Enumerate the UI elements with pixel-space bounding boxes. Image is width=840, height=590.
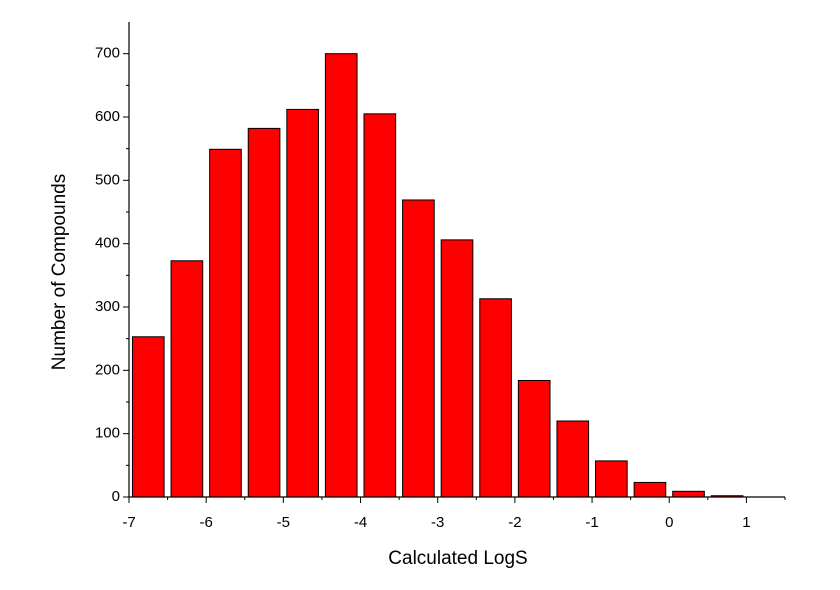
x-tick-label: -6 (200, 514, 213, 531)
y-tick-label: 300 (95, 298, 120, 315)
x-tick-label: -7 (122, 514, 135, 531)
bar (402, 199, 435, 498)
y-axis-label: Number of Compounds (49, 174, 70, 370)
x-tick-label: 1 (742, 514, 750, 531)
bar (440, 239, 474, 498)
bar (324, 53, 358, 498)
bar (595, 460, 628, 498)
bar (131, 336, 165, 498)
x-axis-label: Calculated LogS (388, 548, 527, 569)
y-tick-label: 700 (95, 45, 120, 62)
y-tick-label: 100 (95, 425, 120, 442)
y-tick-label: 600 (95, 108, 120, 125)
x-tick-label: -5 (277, 514, 290, 531)
bar (672, 490, 705, 498)
bar (286, 108, 319, 498)
bar (363, 113, 397, 498)
x-tick-label: -3 (431, 514, 444, 531)
y-tick-label: 500 (95, 171, 120, 188)
bar (517, 379, 551, 498)
bar (556, 420, 590, 498)
y-tick-label: 400 (95, 235, 120, 252)
bar (209, 148, 242, 498)
x-tick-label: -4 (354, 514, 367, 531)
x-tick-label: -2 (508, 514, 521, 531)
x-tick-label: 0 (665, 514, 673, 531)
bar (170, 260, 204, 498)
bar (633, 481, 667, 498)
bar (479, 298, 512, 498)
bar (247, 127, 281, 498)
y-tick-label: 0 (112, 488, 120, 505)
x-tick-label: -1 (585, 514, 598, 531)
y-tick-label: 200 (95, 361, 120, 378)
